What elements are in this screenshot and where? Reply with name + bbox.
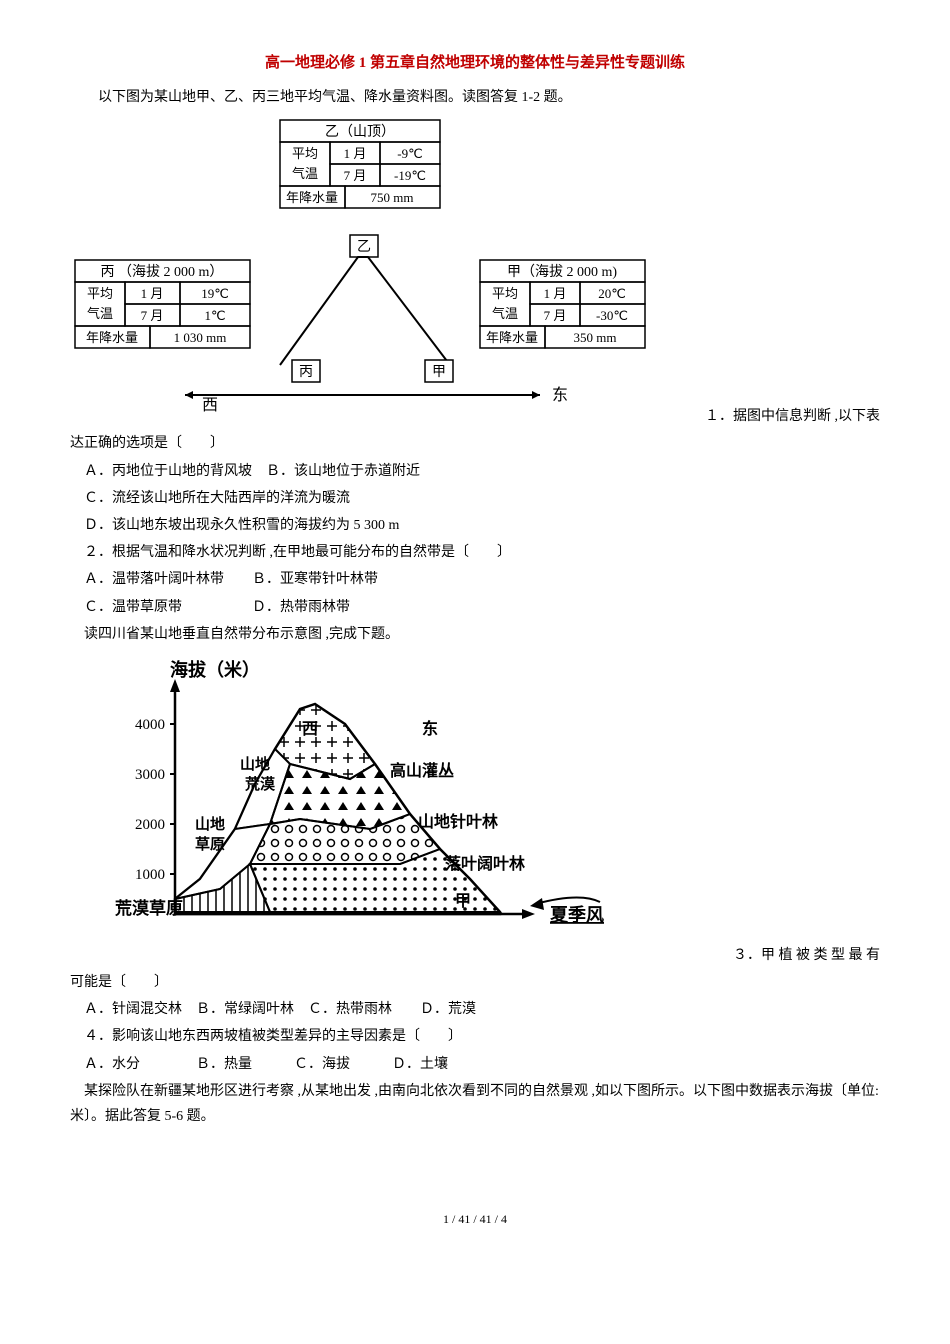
svg-text:西: 西 <box>202 397 218 414</box>
svg-text:2000: 2000 <box>135 817 165 833</box>
svg-text:7 月: 7 月 <box>544 308 567 323</box>
svg-text:荒漠草原: 荒漠草原 <box>114 898 183 918</box>
svg-text:3000: 3000 <box>135 767 165 783</box>
figure-2: 海拔（米） 4000 3000 2000 1000 荒漠草原 <box>100 654 630 963</box>
q4-text: ４．影响该山地东西两坡植被类型差异的主导因素是〔 〕 <box>70 1024 880 1049</box>
svg-text:海拔（米）: 海拔（米） <box>170 659 260 680</box>
q3-opts: Ａ．针阔混交林 Ｂ．常绿阔叶林 Ｃ．热带雨林 Ｄ．荒漠 <box>70 997 880 1022</box>
intro-3: 某探险队在新疆某地形区进行考察 ,从某地出发 ,由南向北依次看到不同的自然景观 … <box>70 1079 880 1129</box>
svg-text:落叶阔叶林: 落叶阔叶林 <box>445 854 525 873</box>
svg-text:1 月: 1 月 <box>344 146 367 161</box>
svg-text:丙 （海拔 2 000 m）: 丙 （海拔 2 000 m） <box>101 264 224 280</box>
svg-text:-19℃: -19℃ <box>394 168 426 183</box>
q1-cont: 达正确的选项是〔 〕 <box>70 431 880 456</box>
intro-2: 读四川省某山地垂直自然带分布示意图 ,完成下题。 <box>70 622 880 647</box>
svg-text:东: 东 <box>552 386 568 404</box>
svg-text:年降水量: 年降水量 <box>486 330 538 345</box>
svg-text:荒漠: 荒漠 <box>245 775 276 793</box>
intro-1: 以下图为某山地甲、乙、丙三地平均气温、降水量资料图。读图答复 1-2 题。 <box>70 85 880 110</box>
svg-text:平均: 平均 <box>292 146 318 161</box>
svg-text:高山灌丛: 高山灌丛 <box>390 761 454 780</box>
svg-text:山地: 山地 <box>240 755 270 773</box>
q2-optC: Ｃ．温带草原带 Ｄ．热带雨林带 <box>70 595 880 620</box>
svg-text:4000: 4000 <box>135 717 165 733</box>
svg-text:夏季风: 夏季风 <box>550 905 604 925</box>
svg-text:20℃: 20℃ <box>598 286 626 301</box>
svg-text:平均: 平均 <box>87 286 113 301</box>
svg-text:甲（海拔 2 000 m): 甲（海拔 2 000 m) <box>507 264 617 280</box>
q2-optA: Ａ．温带落叶阔叶林带 Ｂ．亚寒带针叶林带 <box>70 567 880 592</box>
svg-text:气温: 气温 <box>87 306 113 321</box>
svg-text:甲: 甲 <box>455 892 471 910</box>
svg-text:丙: 丙 <box>299 365 313 380</box>
fig1-top-header: 乙（山顶） <box>325 124 395 140</box>
svg-text:-9℃: -9℃ <box>397 146 422 161</box>
svg-text:西: 西 <box>302 720 318 738</box>
q1-optD: Ｄ．该山地东坡出现永久性积雪的海拔约为 5 300 m <box>70 513 880 538</box>
svg-text:750 mm: 750 mm <box>371 190 414 205</box>
q2-text: ２．根据气温和降水状况判断 ,在甲地最可能分布的自然带是〔 〕 <box>70 540 880 565</box>
svg-text:东: 东 <box>422 719 438 738</box>
q3-num: ３．甲 植 被 类 型 最 有 <box>630 943 880 968</box>
svg-text:草原: 草原 <box>195 835 225 853</box>
svg-text:-30℃: -30℃ <box>596 308 628 323</box>
q3-cont: 可能是〔 〕 <box>70 970 880 995</box>
q1-optA: Ａ．丙地位于山地的背风坡 Ｂ．该山地位于赤道附近 <box>70 459 880 484</box>
q1-num: １．据图中信息判断 ,以下表 <box>650 404 880 429</box>
svg-text:山地: 山地 <box>195 815 225 833</box>
svg-text:年降水量: 年降水量 <box>286 190 338 205</box>
svg-text:气温: 气温 <box>492 306 518 321</box>
svg-text:1000: 1000 <box>135 867 165 883</box>
svg-text:山地针叶林: 山地针叶林 <box>418 812 498 831</box>
q1-optC: Ｃ．流经该山地所在大陆西岸的洋流为暖流 <box>70 486 880 511</box>
svg-text:19℃: 19℃ <box>201 286 229 301</box>
q4-opts: Ａ．水分 Ｂ．热量 Ｃ．海拔 Ｄ．土壤 <box>70 1052 880 1077</box>
svg-text:1 月: 1 月 <box>141 286 164 301</box>
svg-text:1 月: 1 月 <box>544 286 567 301</box>
svg-text:甲: 甲 <box>432 365 446 380</box>
svg-text:平均: 平均 <box>492 286 518 301</box>
svg-text:1 030 mm: 1 030 mm <box>174 330 227 345</box>
svg-text:350 mm: 350 mm <box>574 330 617 345</box>
svg-text:乙: 乙 <box>357 239 371 255</box>
page-title: 高一地理必修 1 第五章自然地理环境的整体性与差异性专题训练 <box>70 50 880 77</box>
svg-text:1℃: 1℃ <box>204 308 225 323</box>
svg-text:7 月: 7 月 <box>141 308 164 323</box>
svg-text:气温: 气温 <box>292 166 318 181</box>
figure-1: 乙（山顶） 平均 气温 1 月 -9℃ 7 月 -19℃ 年降水量 750 mm… <box>70 115 650 424</box>
svg-text:年降水量: 年降水量 <box>86 330 138 345</box>
page-number: 1 / 41 / 41 / 4 <box>70 1209 880 1231</box>
svg-text:7 月: 7 月 <box>344 168 367 183</box>
